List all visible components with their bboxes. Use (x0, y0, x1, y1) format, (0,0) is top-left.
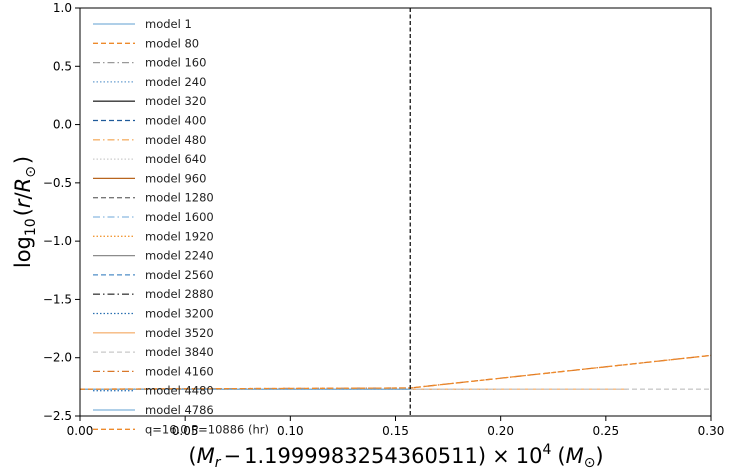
legend-label: model 480 (145, 133, 206, 147)
legend-label: model 1280 (145, 191, 214, 205)
x-tick-label: 0.30 (698, 424, 725, 438)
legend-item: model 3520 (93, 326, 214, 340)
y-tick-label: 0.0 (53, 118, 72, 132)
legend-item: model 320 (93, 94, 206, 108)
legend-item: model 1280 (93, 191, 214, 205)
plot-background (80, 8, 711, 416)
x-tick-label: 0.15 (382, 424, 409, 438)
y-tick-label: 0.5 (53, 59, 72, 73)
legend-item: model 960 (93, 171, 206, 185)
legend-label: model 4160 (145, 364, 214, 378)
x-tick-label: 0.20 (487, 424, 514, 438)
x-tick-label: 0.10 (277, 424, 304, 438)
legend-item: model 4480 (93, 384, 214, 398)
axes: 0.00 0.05 0.10 0.15 0.20 0.25 0.30 1.0 0.5 0.0 −0.… (43, 1, 725, 438)
legend-label: model 320 (145, 94, 206, 108)
legend-item: model 160 (93, 56, 206, 70)
legend-label: model 2880 (145, 287, 214, 301)
x-tick-label: 0.00 (67, 424, 94, 438)
legend-label: model 2240 (145, 249, 214, 263)
legend-item: model 400 (93, 114, 206, 128)
legend-item: q=16.0 P=10886 (hr) (93, 422, 269, 436)
y-axis-title: log10(r/R⊙) (11, 156, 39, 268)
plot-area (80, 8, 711, 416)
legend-label: model 4786 (145, 403, 214, 417)
y-tick-label: −1.5 (43, 292, 72, 306)
legend-item: model 3840 (93, 345, 214, 359)
y-tick-label: −2.0 (43, 351, 72, 365)
legend-label: model 80 (145, 36, 199, 50)
legend-item: model 1600 (93, 210, 214, 224)
legend-label: model 160 (145, 56, 206, 70)
legend: model 1 model 80 model 160 model 240 model 3… (93, 17, 269, 436)
x-tick-label: 0.25 (592, 424, 619, 438)
y-tick-label: 1.0 (53, 1, 72, 15)
x-axis-title: (Mr −1.1999983254360511) × 104 (M⊙) (188, 442, 603, 471)
legend-item: model 4786 (93, 403, 214, 417)
y-tick-label: −1.0 (43, 234, 72, 248)
legend-label: model 3840 (145, 345, 214, 359)
legend-item: model 2560 (93, 268, 214, 282)
legend-label: model 1 (145, 17, 192, 31)
x-tick-label: 0.05 (172, 424, 199, 438)
legend-item: model 80 (93, 36, 199, 50)
legend-item: model 1 (93, 17, 192, 31)
legend-label: model 4480 (145, 384, 214, 398)
legend-label: model 3200 (145, 307, 214, 321)
legend-label: model 3520 (145, 326, 214, 340)
legend-item: model 4160 (93, 364, 214, 378)
legend-label: model 960 (145, 171, 206, 185)
y-tick-label: −2.5 (43, 409, 72, 423)
legend-label: model 1600 (145, 210, 214, 224)
legend-item: model 480 (93, 133, 206, 147)
legend-item: model 1920 (93, 229, 214, 243)
legend-label: model 240 (145, 75, 206, 89)
legend-label: model 640 (145, 152, 206, 166)
legend-label: model 400 (145, 114, 206, 128)
legend-item: model 240 (93, 75, 206, 89)
legend-label: q=16.0 P=10886 (hr) (145, 422, 269, 436)
legend-label: model 1920 (145, 229, 214, 243)
legend-item: model 2240 (93, 249, 214, 263)
legend-item: model 640 (93, 152, 206, 166)
y-tick-label: −0.5 (43, 176, 72, 190)
legend-label: model 2560 (145, 268, 214, 282)
legend-item: model 3200 (93, 307, 214, 321)
legend-item: model 2880 (93, 287, 214, 301)
